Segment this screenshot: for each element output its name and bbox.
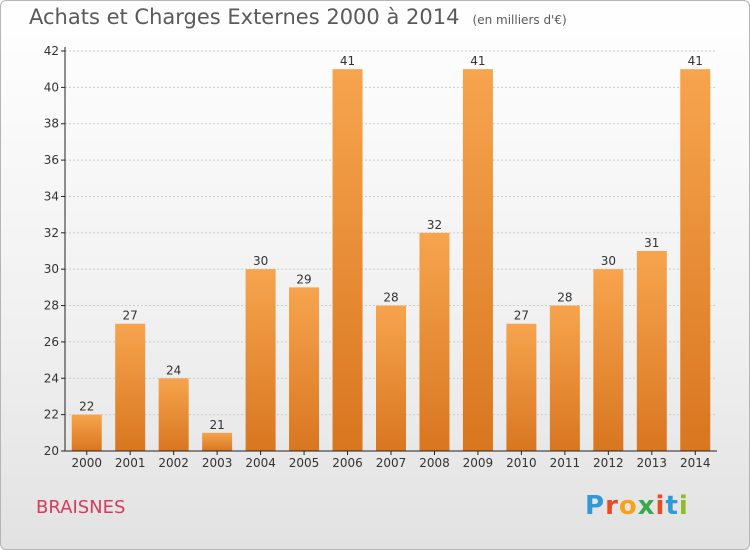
logo-letter: x [637,491,656,521]
title-row: Achats et Charges Externes 2000 à 2014 (… [29,5,567,29]
bar [115,323,146,451]
x-tick-label: 2013 [637,456,668,470]
data-label: 21 [209,418,224,432]
data-label: 27 [514,309,529,323]
x-tick-label: 2010 [506,456,537,470]
bar [332,69,363,451]
proxiti-logo: Proxiti [585,491,689,521]
data-label: 41 [470,54,485,68]
data-label: 41 [340,54,355,68]
x-tick-label: 2006 [332,456,363,470]
x-tick-label: 2005 [289,456,320,470]
data-label: 41 [688,54,703,68]
data-label: 30 [601,254,616,268]
commune-name: BRAISNES [36,497,126,518]
bar [376,305,406,451]
axes [61,47,717,455]
bar [549,305,580,451]
bar [289,287,320,451]
x-tick-label: 2011 [550,456,581,470]
y-tick-label: 34 [44,189,59,203]
data-label: 22 [79,400,94,414]
y-tick-label: 30 [44,262,59,276]
y-tick-label: 36 [44,153,59,167]
x-tick-label: 2001 [115,456,146,470]
x-tick-label: 2004 [245,456,276,470]
data-label: 32 [427,218,442,232]
bar [462,69,493,451]
data-label: 31 [644,236,659,250]
data-label: 29 [296,272,311,286]
x-tick-label: 2008 [419,456,450,470]
x-tick-label: 2002 [158,456,189,470]
y-tick-label: 38 [44,117,59,131]
logo-letter: t [665,491,679,521]
data-label: 28 [557,291,572,305]
bar [680,69,711,451]
logo-letter: i [655,491,666,521]
y-tick-label: 26 [44,335,59,349]
data-label: 27 [123,309,138,323]
y-tick-label: 24 [44,371,59,385]
x-tick-label: 2000 [71,456,102,470]
x-tick-label: 2009 [463,456,494,470]
bar [593,269,624,451]
bar [419,232,450,451]
logo-letter: o [618,491,638,521]
y-tick-label: 28 [44,299,59,313]
x-tick-label: 2007 [376,456,407,470]
logo-letter: P [585,491,606,521]
bars [71,69,711,451]
logo-letter: i [678,491,689,521]
data-label: 28 [383,291,398,305]
y-tick-label: 42 [44,44,59,58]
y-tick-label: 20 [44,444,59,458]
bar [202,432,233,451]
chart-subtitle: (en milliers d'€) [472,13,567,27]
logo-letter: r [605,491,619,521]
y-tick-label: 40 [44,80,59,94]
data-label: 24 [166,363,181,377]
bar [71,414,102,451]
bar [245,269,276,451]
y-tick-label: 32 [44,226,59,240]
bar [158,378,189,451]
data-label: 30 [253,254,268,268]
x-tick-label: 2003 [202,456,233,470]
y-tick-label: 22 [44,408,59,422]
bar [506,323,537,451]
x-tick-label: 2014 [680,456,711,470]
labels: 20 22 24 26 28 30 32 34 36 38 40 42 22 2000 27 2001 24 20… [44,44,711,470]
x-tick-label: 2012 [593,456,624,470]
bar [636,251,667,451]
chart-title: Achats et Charges Externes 2000 à 2014 [29,5,460,29]
